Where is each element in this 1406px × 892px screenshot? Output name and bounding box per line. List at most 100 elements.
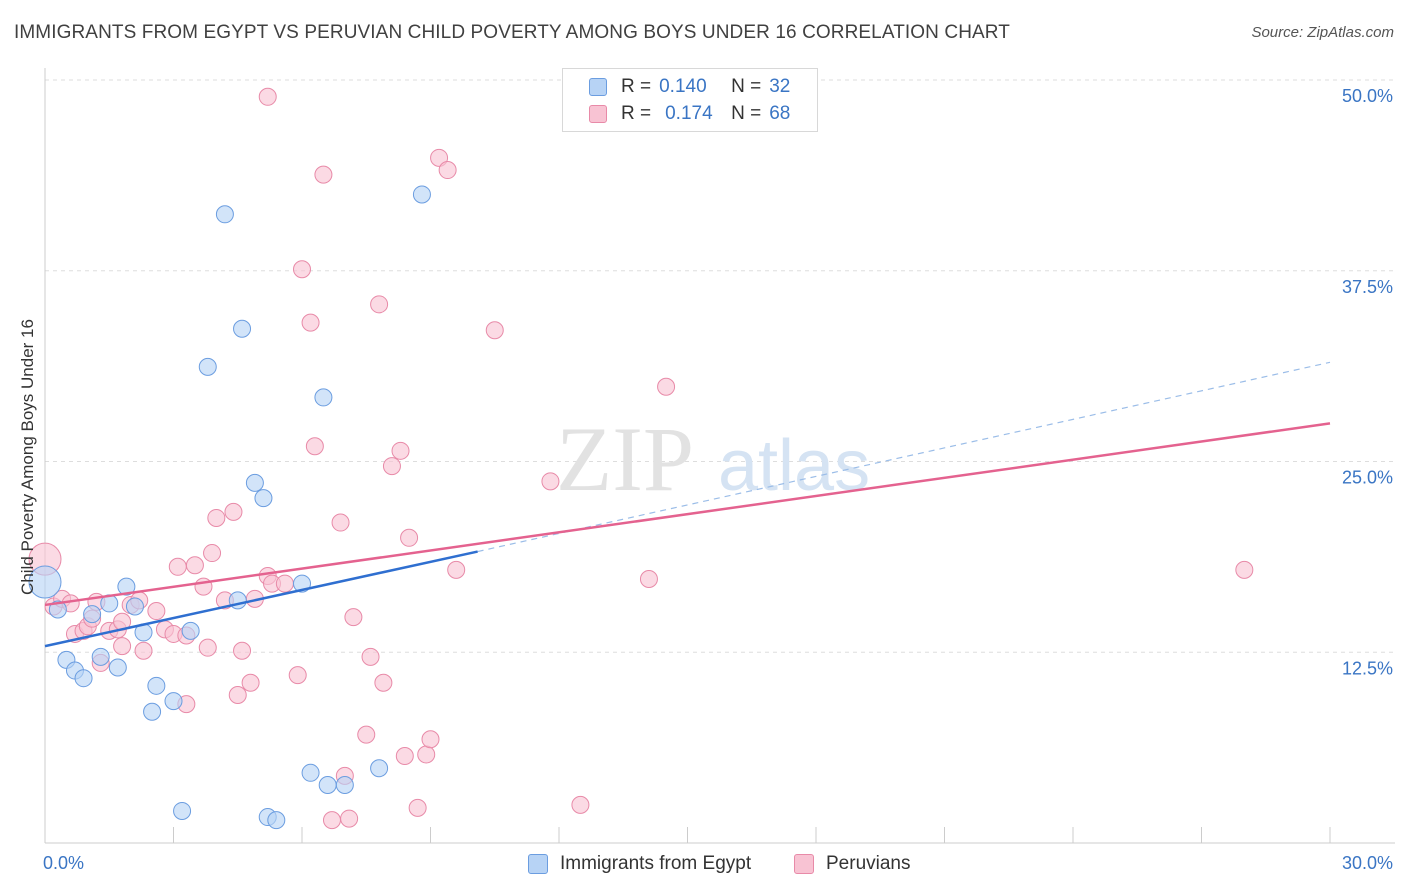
peruvians-point <box>541 472 560 491</box>
peruvians-point <box>421 730 440 749</box>
egypt-point <box>233 319 252 338</box>
x-tick-label: 30.0% <box>1342 853 1393 873</box>
bottom-legend-label-peruvians: Peruvians <box>826 853 911 874</box>
peruvians-point <box>438 161 457 180</box>
peruvians-point <box>657 377 676 396</box>
egypt-point <box>108 658 127 677</box>
egypt-point <box>164 692 183 711</box>
egypt-trendline-extension <box>477 361 1331 553</box>
legend-swatch-peruvians <box>589 105 607 123</box>
axes <box>44 68 1395 844</box>
egypt-point <box>91 647 110 666</box>
egypt-point <box>181 621 200 640</box>
correlation-legend: R = 0.140 N = 32 R = 0.174 N = 68 <box>562 68 818 132</box>
peruvians-point <box>224 502 243 521</box>
chart-title: IMMIGRANTS FROM EGYPT VS PERUVIAN CHILD … <box>14 22 1010 43</box>
peruvians-point <box>571 795 590 814</box>
peruvians-point <box>1235 560 1254 579</box>
peruvians-point <box>134 641 153 660</box>
peruvians-point <box>639 570 658 589</box>
egypt-point <box>48 600 67 619</box>
bottom-legend-label-egypt: Immigrants from Egypt <box>560 853 752 874</box>
peruvians-point <box>370 295 389 314</box>
egypt-point <box>267 811 286 830</box>
egypt-point <box>198 357 217 376</box>
legend-row-egypt: R = 0.140 N = 32 <box>589 75 790 99</box>
peruvians-point <box>275 574 294 593</box>
peruvians-point <box>185 556 204 575</box>
egypt-point <box>314 388 333 407</box>
egypt-point <box>125 597 144 616</box>
peruvians-point <box>314 165 333 184</box>
egypt-point <box>143 702 162 721</box>
legend-n-value: 32 <box>769 76 791 97</box>
x-tick-label: 0.0% <box>43 853 84 873</box>
legend-r-label: R = <box>621 103 652 124</box>
egypt-point <box>28 565 62 599</box>
peruvians-point <box>305 437 324 456</box>
bottom-legend-swatch-egypt <box>528 854 548 874</box>
peruvians-point <box>382 457 401 476</box>
peruvians-point <box>168 557 187 576</box>
peruvians-point <box>357 725 376 744</box>
peruvians-point <box>241 673 260 692</box>
y-axis-label: Child Poverty Among Boys Under 16 <box>18 319 37 595</box>
egypt-point <box>318 776 337 795</box>
peruvians-point <box>147 602 166 621</box>
watermark-zip: ZIP <box>556 408 694 510</box>
gridlines <box>45 79 1395 653</box>
peruvians-point <box>374 673 393 692</box>
legend-r-label: R = <box>621 76 652 97</box>
legend-swatch-egypt <box>589 78 607 96</box>
peruvians-point <box>203 544 222 563</box>
peruvians-point <box>485 321 504 340</box>
watermark-atlas: atlas <box>718 426 870 506</box>
peruvians-point <box>391 441 410 460</box>
bottom-legend-egypt: Immigrants from Egypt <box>528 851 751 877</box>
peruvians-point <box>258 87 277 106</box>
peruvians-point <box>447 560 466 579</box>
egypt-point <box>245 473 264 492</box>
egypt-trendline <box>44 550 478 648</box>
egypt-point <box>83 605 102 624</box>
legend-n-label: N = <box>731 103 762 124</box>
peruvians-point <box>417 745 436 764</box>
peruvians-point <box>395 747 414 766</box>
peruvians-point <box>301 313 320 332</box>
peruvians-point <box>400 528 419 547</box>
peruvians-trendline <box>44 422 1331 607</box>
egypt-point <box>412 185 431 204</box>
peruvians-point <box>288 666 307 685</box>
peruvians-point <box>340 809 359 828</box>
peruvians-point <box>361 647 380 666</box>
peruvians-point <box>430 148 449 167</box>
y-tick-label: 50.0% <box>1342 86 1393 106</box>
egypt-point <box>301 763 320 782</box>
source-credit: Source: ZipAtlas.com <box>1251 24 1394 41</box>
peruvians-point <box>322 811 341 830</box>
egypt-point <box>147 676 166 695</box>
peruvians-point <box>228 685 247 704</box>
egypt-point <box>117 577 136 596</box>
peruvians-point <box>408 798 427 817</box>
peruvians-point <box>331 513 350 532</box>
egypt-point <box>254 489 273 508</box>
tick-labels: 12.5% 25.0% 37.5% 50.0% 0.0% 30.0% <box>43 86 1393 873</box>
y-tick-label: 25.0% <box>1342 468 1393 488</box>
egypt-point <box>335 776 354 795</box>
egypt-point <box>74 669 93 688</box>
legend-row-peruvians: R = 0.174 N = 68 <box>589 102 790 126</box>
legend-r-value: 0.174 <box>665 103 713 124</box>
bottom-legend-swatch-peruvians <box>794 854 814 874</box>
peruvians-point <box>293 260 311 279</box>
egypt-point <box>215 205 234 224</box>
peruvians-point <box>198 638 217 657</box>
legend-n-value: 68 <box>769 103 791 124</box>
peruvians-point <box>344 608 363 627</box>
peruvians-points <box>28 87 1254 830</box>
peruvians-point <box>207 508 226 527</box>
trendlines <box>44 361 1331 648</box>
bottom-legend-peruvians: Peruvians <box>794 851 911 877</box>
egypt-point <box>370 759 389 778</box>
